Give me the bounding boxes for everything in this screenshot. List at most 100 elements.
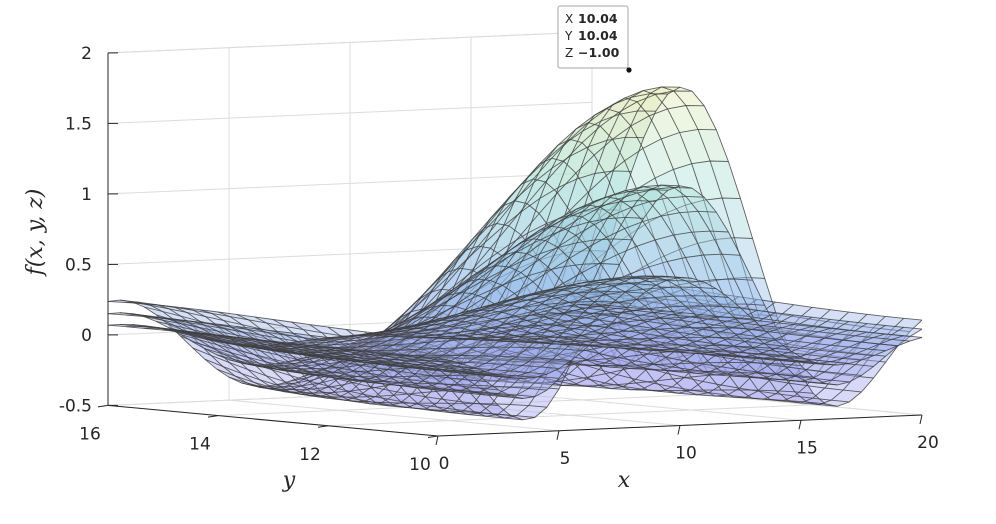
surface-patch <box>363 395 394 403</box>
surface-patch <box>721 389 752 399</box>
surface-patch <box>710 161 741 199</box>
surface-patch <box>204 359 236 377</box>
surface-patch <box>758 373 789 381</box>
mesh-line <box>228 342 560 369</box>
surface-patch <box>150 305 181 317</box>
surface-patch <box>211 313 243 325</box>
surface-patch <box>223 328 255 339</box>
y-tick-label: 16 <box>79 424 101 444</box>
surface-patch <box>830 340 862 353</box>
mesh-line <box>362 276 693 337</box>
surface-patch <box>223 354 254 365</box>
surface-patch <box>266 323 298 337</box>
surface-patch <box>472 280 503 298</box>
surface-patch <box>649 108 680 139</box>
mesh-line <box>241 344 572 362</box>
surface-patch <box>236 314 267 324</box>
surface-patch <box>600 278 632 285</box>
surface-patch <box>465 277 497 307</box>
surface-patch <box>679 287 711 297</box>
surface-patch <box>291 322 322 333</box>
surface-patch <box>612 273 643 301</box>
surface-patch <box>842 325 874 343</box>
surface-patch <box>685 305 716 317</box>
surface-patch <box>485 356 517 365</box>
x-tick-mark <box>435 435 439 446</box>
surface-patch <box>660 357 691 379</box>
surface-patch <box>502 307 533 316</box>
surface-patch <box>273 330 304 338</box>
mesh-line <box>398 160 729 373</box>
surface-patch <box>643 287 674 298</box>
surface-patch <box>539 247 570 270</box>
surface-patch <box>684 390 716 397</box>
mesh-line <box>579 279 910 333</box>
surface-patch <box>180 334 211 348</box>
x-tick-label: 20 <box>917 433 939 453</box>
surface-patch <box>623 345 655 350</box>
surface-patch <box>534 266 565 295</box>
surface-patch <box>806 350 837 357</box>
surface-patch <box>400 401 431 411</box>
grid-line <box>327 404 813 427</box>
surface-patch <box>691 305 722 330</box>
surface-patch <box>625 90 656 102</box>
surface-patch <box>388 356 420 363</box>
surface-patch <box>673 91 705 106</box>
surface-patch <box>678 339 709 353</box>
mesh-line <box>374 280 705 337</box>
surface-patch <box>429 292 460 308</box>
surface-patch <box>655 276 686 281</box>
surface-patch <box>673 307 704 332</box>
surface-patch <box>751 362 782 380</box>
datatip-x-value: 10.04 <box>578 11 618 26</box>
surface-patch <box>684 311 715 330</box>
y-tick-label: 14 <box>189 435 211 455</box>
surface-patch <box>619 189 650 203</box>
surface-patch <box>728 277 759 316</box>
surface-patch <box>812 388 844 401</box>
z-tick-label: 1.5 <box>65 114 92 134</box>
datatip-y-key: Y <box>564 29 573 43</box>
surface-patch <box>516 388 547 397</box>
y-axis-label: y <box>282 468 296 493</box>
surface-patch <box>339 388 370 398</box>
surface-patch <box>775 334 807 342</box>
surface-patch <box>461 401 493 414</box>
surface-patch <box>550 361 581 366</box>
surface-patch <box>698 129 729 162</box>
surface-patch <box>515 314 547 327</box>
surface-patch <box>193 310 224 321</box>
surface-patch <box>812 337 843 351</box>
surface-patch <box>655 235 686 262</box>
y-tick-mark <box>427 435 439 438</box>
surface-patch <box>205 337 236 358</box>
mesh-line <box>555 299 886 357</box>
surface-patch <box>496 200 528 226</box>
surface-patch <box>649 86 680 94</box>
surface-patch <box>448 236 479 277</box>
surface-patch <box>728 327 759 340</box>
z-tick-label: 0.5 <box>65 255 92 275</box>
surface-patch <box>842 335 874 343</box>
surface-patch <box>429 286 461 311</box>
surface-patch <box>582 195 613 212</box>
surface-patch <box>672 377 703 390</box>
surface-patch <box>661 287 692 297</box>
surface-patch <box>575 348 606 361</box>
surface-patch <box>423 320 454 325</box>
surface-patch <box>454 338 486 348</box>
surface-patch <box>722 254 753 281</box>
surface-patch <box>490 267 521 286</box>
surface-patch <box>619 278 650 284</box>
surface-patch <box>443 362 475 368</box>
surface-patch <box>253 354 285 367</box>
surface-patch <box>254 316 286 327</box>
surface-patch <box>546 179 577 224</box>
surface-patch <box>435 306 466 321</box>
surface-patch <box>697 279 728 306</box>
surface-patch <box>661 212 692 236</box>
datatip[interactable]: X 10.04 Y 10.04 Z −1.00 <box>557 5 632 73</box>
